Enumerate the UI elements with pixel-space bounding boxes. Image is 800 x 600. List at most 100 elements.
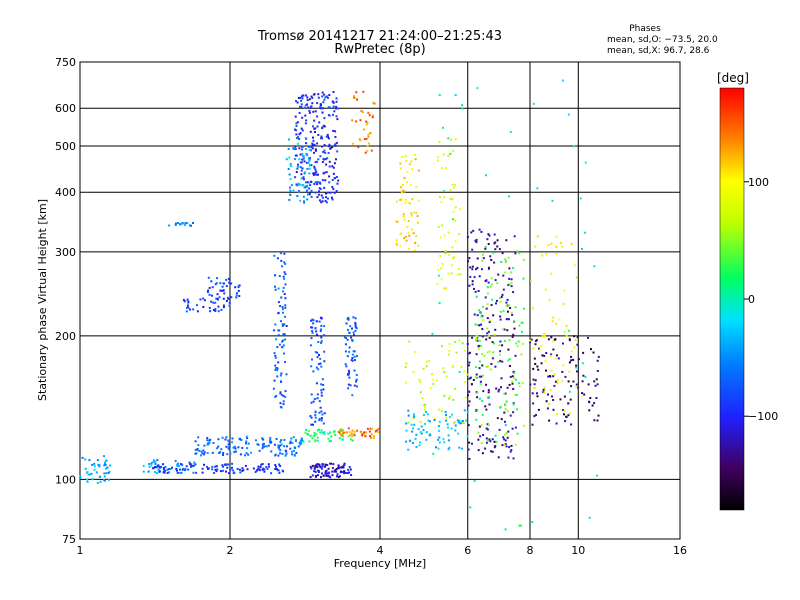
data-point (520, 330, 523, 333)
data-point (216, 297, 219, 300)
data-point (402, 213, 405, 216)
data-point (323, 350, 326, 353)
data-point (448, 253, 451, 256)
data-point (351, 435, 353, 438)
data-point (299, 153, 302, 156)
data-point (148, 465, 151, 468)
data-point (307, 193, 309, 196)
data-point (552, 408, 555, 411)
data-point (332, 105, 335, 108)
data-point (287, 148, 290, 150)
data-point (296, 167, 299, 170)
data-point (305, 181, 307, 184)
data-point (485, 365, 488, 368)
colorbar-tick-label: 100 (748, 176, 769, 189)
data-point (310, 319, 312, 322)
data-point (312, 423, 314, 426)
data-point (323, 93, 326, 96)
data-point (437, 274, 440, 277)
data-point (499, 297, 501, 300)
data-point (376, 429, 379, 432)
data-point (225, 278, 228, 281)
data-point (308, 109, 311, 112)
data-point (296, 121, 299, 124)
data-point (463, 370, 466, 373)
data-point (351, 339, 353, 341)
data-point (295, 100, 297, 103)
data-point (350, 359, 353, 362)
data-point (283, 277, 286, 280)
data-point (280, 393, 283, 396)
data-point (505, 400, 508, 403)
data-point (336, 473, 339, 476)
data-point (570, 385, 573, 388)
data-point (340, 430, 343, 432)
data-point (179, 471, 181, 474)
data-point (347, 369, 350, 372)
data-point (512, 411, 515, 414)
data-point (366, 150, 369, 153)
data-point (279, 465, 282, 467)
data-point (281, 308, 284, 311)
data-point (576, 343, 579, 346)
data-point (532, 102, 535, 105)
data-point (354, 326, 357, 329)
data-point (488, 438, 491, 441)
data-point (223, 463, 226, 466)
data-point (555, 235, 558, 238)
data-point (334, 144, 337, 147)
data-point (289, 163, 292, 165)
data-point (534, 379, 537, 382)
data-point (330, 440, 332, 443)
data-point (341, 438, 344, 441)
data-point (310, 189, 313, 192)
data-point (315, 330, 318, 333)
data-point (306, 103, 309, 106)
data-point (458, 371, 461, 373)
data-point (568, 339, 571, 342)
data-point (399, 167, 402, 170)
data-point (569, 412, 571, 415)
data-point (305, 119, 308, 122)
data-point (563, 331, 566, 334)
data-point (478, 309, 481, 312)
data-point (327, 137, 330, 140)
data-point (316, 142, 319, 145)
data-point (225, 436, 228, 439)
colorbar-tick-label: −100 (748, 410, 778, 423)
data-point (535, 339, 538, 342)
data-point (295, 171, 298, 173)
data-point (468, 361, 471, 364)
y-tick-label: 200 (55, 330, 76, 343)
data-point (478, 367, 481, 370)
data-point (510, 278, 513, 281)
data-point (514, 252, 517, 255)
data-point (504, 424, 507, 427)
data-point (207, 442, 210, 445)
data-point (570, 423, 573, 426)
data-point (340, 434, 343, 437)
data-point (310, 365, 313, 368)
data-point (405, 160, 408, 163)
data-point (503, 444, 506, 447)
data-point (320, 476, 322, 479)
data-point (278, 343, 281, 346)
data-point (588, 409, 591, 412)
data-point (404, 235, 407, 238)
data-point (529, 383, 532, 386)
data-point (103, 464, 106, 467)
data-point (445, 375, 448, 378)
x-tick-label: 2 (227, 544, 234, 557)
data-point (305, 186, 308, 189)
data-point (282, 311, 284, 314)
data-point (447, 154, 450, 157)
data-point (344, 472, 347, 474)
data-point (176, 465, 179, 468)
data-point (364, 151, 367, 154)
data-point (312, 139, 315, 142)
data-point (300, 177, 303, 180)
data-point (512, 403, 515, 406)
data-point (295, 122, 298, 125)
data-point (491, 341, 494, 344)
